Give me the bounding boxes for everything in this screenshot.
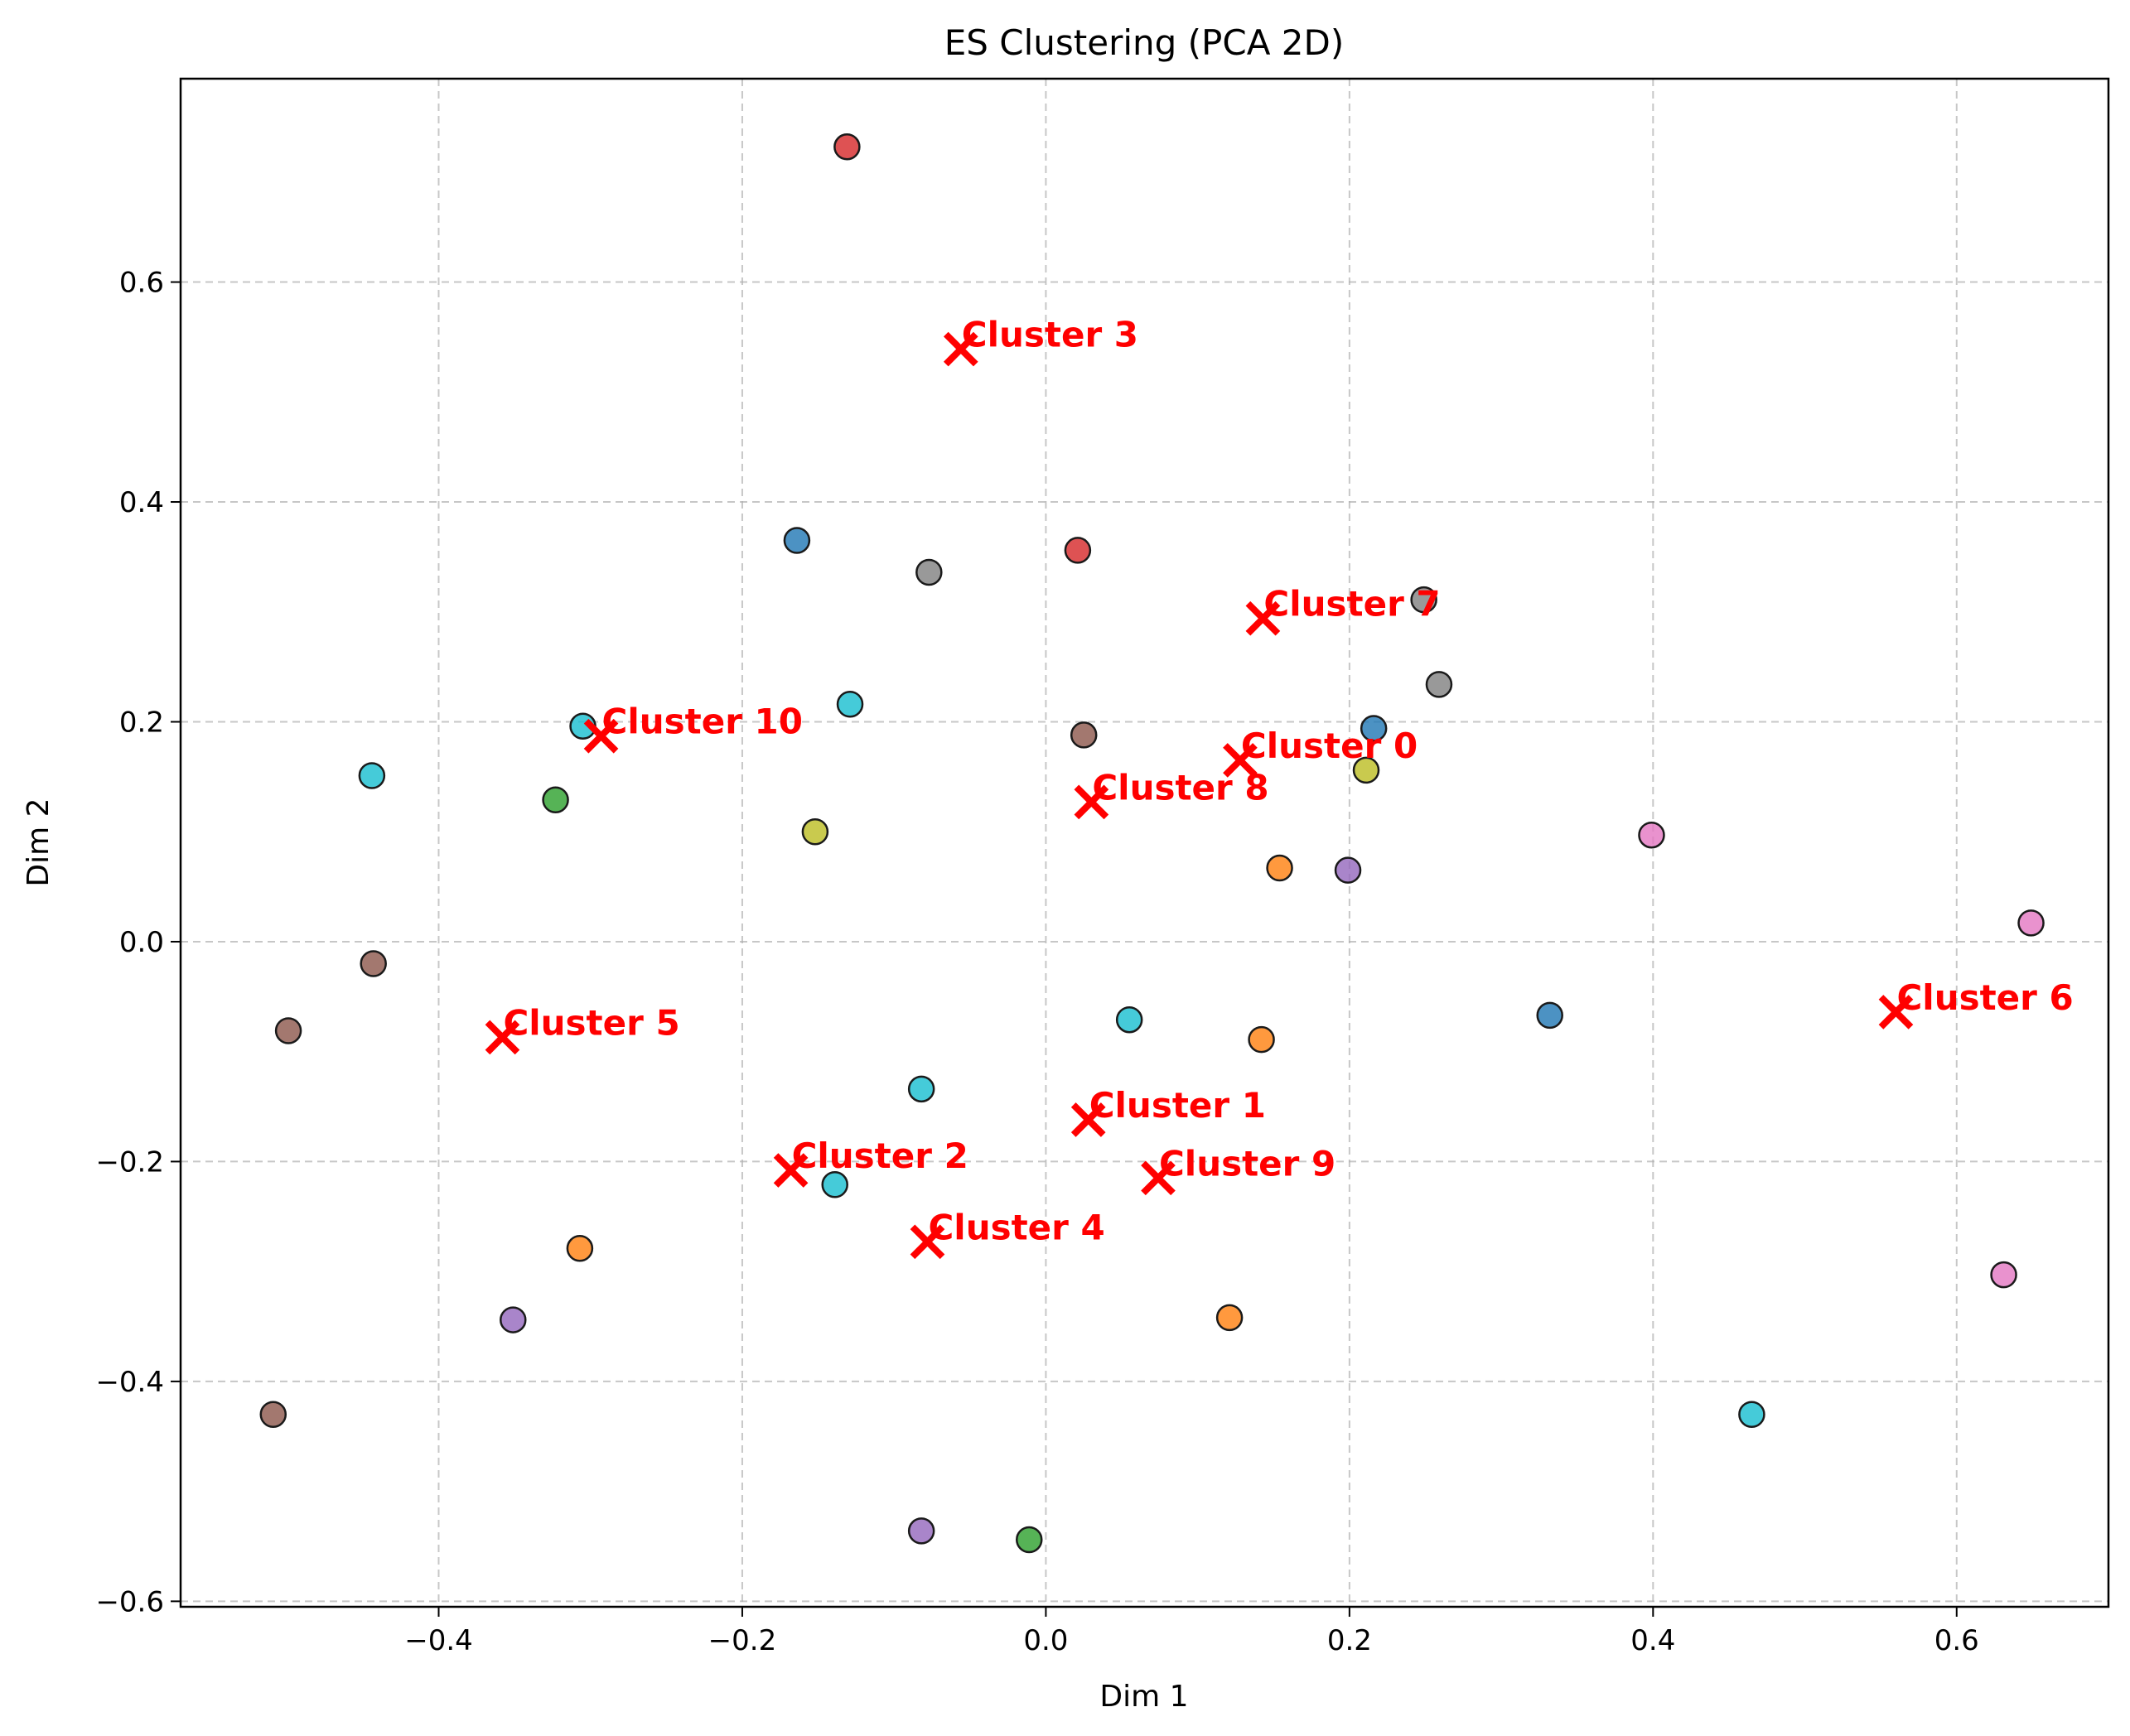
centroid-marker xyxy=(485,1020,520,1055)
x-tick-label: 0.0 xyxy=(1023,1624,1068,1657)
data-point xyxy=(1015,1526,1043,1554)
y-tick-label: −0.4 xyxy=(95,1366,164,1399)
data-point xyxy=(1115,1005,1143,1034)
data-point xyxy=(915,558,943,586)
data-point xyxy=(833,133,861,161)
centroid-label: Cluster 4 xyxy=(928,1207,1104,1247)
centroid-marker xyxy=(1074,784,1109,820)
data-point xyxy=(1266,854,1293,882)
y-tick-label: −0.6 xyxy=(95,1585,164,1618)
centroid-x-stroke xyxy=(773,1153,809,1188)
x-tick-label: −0.4 xyxy=(404,1624,473,1657)
centroid-label: Cluster 3 xyxy=(962,315,1138,355)
centroid-x-stroke xyxy=(943,331,978,367)
data-point xyxy=(801,817,829,846)
centroid-x-stroke xyxy=(1245,600,1281,636)
data-point xyxy=(358,762,386,789)
data-points xyxy=(259,133,2045,1554)
centroid-label: Cluster 9 xyxy=(1159,1143,1335,1184)
data-point xyxy=(1990,1261,2017,1289)
data-point xyxy=(274,1017,302,1044)
centroid-marker xyxy=(1223,743,1258,778)
centroid-marker xyxy=(1070,1102,1106,1137)
x-axis-label: Dim 1 xyxy=(1099,1680,1188,1714)
data-point xyxy=(1334,856,1362,884)
data-point xyxy=(1638,821,1665,849)
centroid-label: Cluster 2 xyxy=(792,1136,968,1176)
y-tick-label: 0.2 xyxy=(119,706,164,739)
centroid-x-stroke xyxy=(1223,743,1258,778)
centroid-x-stroke xyxy=(1878,995,1914,1030)
data-point xyxy=(1536,1001,1563,1030)
centroid-x-stroke xyxy=(583,718,619,754)
data-point xyxy=(1070,721,1098,749)
data-point xyxy=(1248,1025,1275,1054)
data-point xyxy=(2017,909,2045,937)
centroid-marker xyxy=(583,718,619,754)
chart-title: ES Clustering (PCA 2D) xyxy=(944,22,1345,63)
y-tick-label: 0.6 xyxy=(119,267,164,300)
centroid-label: Cluster 1 xyxy=(1089,1085,1266,1126)
centroid-label: Cluster 8 xyxy=(1092,767,1268,808)
x-tick-label: 0.4 xyxy=(1630,1624,1675,1657)
data-point xyxy=(1425,671,1453,698)
data-point xyxy=(500,1306,527,1333)
plot-area-frame xyxy=(179,77,2110,1608)
centroid-label: Cluster 0 xyxy=(1241,726,1418,766)
data-point xyxy=(1064,537,1092,564)
centroid-label: Cluster 5 xyxy=(503,1002,679,1043)
data-point xyxy=(566,1235,594,1262)
data-point xyxy=(907,1517,935,1545)
data-point xyxy=(821,1171,848,1198)
x-tick-label: −0.2 xyxy=(708,1624,777,1657)
data-point xyxy=(259,1401,287,1428)
y-tick-label: −0.2 xyxy=(95,1145,164,1179)
y-tick-label: 0.4 xyxy=(119,486,164,519)
centroid-marker xyxy=(773,1153,809,1188)
x-axis: −0.4 −0.2 0.0 0.2 0.4 0.6 xyxy=(404,1607,1979,1657)
centroid-marker xyxy=(1245,600,1281,636)
y-tick-label: 0.0 xyxy=(119,926,164,959)
y-axis: −0.6 −0.4 −0.2 0.0 0.2 0.4 0.6 xyxy=(95,267,181,1618)
data-point xyxy=(1360,715,1388,742)
x-tick-label: 0.2 xyxy=(1327,1624,1372,1657)
centroid-label: Cluster 7 xyxy=(1263,584,1440,624)
data-point xyxy=(1352,756,1380,784)
centroid-marker xyxy=(943,331,978,367)
centroid-marker xyxy=(910,1224,945,1260)
y-axis-label: Dim 2 xyxy=(22,798,56,886)
data-point xyxy=(542,786,569,813)
data-point xyxy=(783,527,811,554)
centroid-marker xyxy=(1141,1160,1176,1196)
data-point xyxy=(836,691,864,718)
data-point xyxy=(1410,586,1437,614)
centroid-x-stroke xyxy=(1070,1102,1106,1137)
centroid-x-stroke xyxy=(485,1020,520,1055)
data-point xyxy=(1738,1401,1765,1428)
centroid-x-stroke xyxy=(1141,1160,1176,1196)
centroid-marker xyxy=(1878,995,1914,1030)
cluster-centroids: Cluster 0 Cluster 1 Cluster 2 Cluster 3 Clus… xyxy=(485,315,2074,1260)
centroid-x-stroke xyxy=(1074,784,1109,820)
data-point xyxy=(907,1075,935,1103)
centroid-x-stroke xyxy=(910,1224,945,1260)
x-tick-label: 0.6 xyxy=(1934,1624,1979,1657)
data-point xyxy=(360,950,387,977)
centroid-label: Cluster 6 xyxy=(1896,977,2073,1018)
centroid-label: Cluster 10 xyxy=(602,702,803,742)
data-point xyxy=(1215,1304,1244,1332)
